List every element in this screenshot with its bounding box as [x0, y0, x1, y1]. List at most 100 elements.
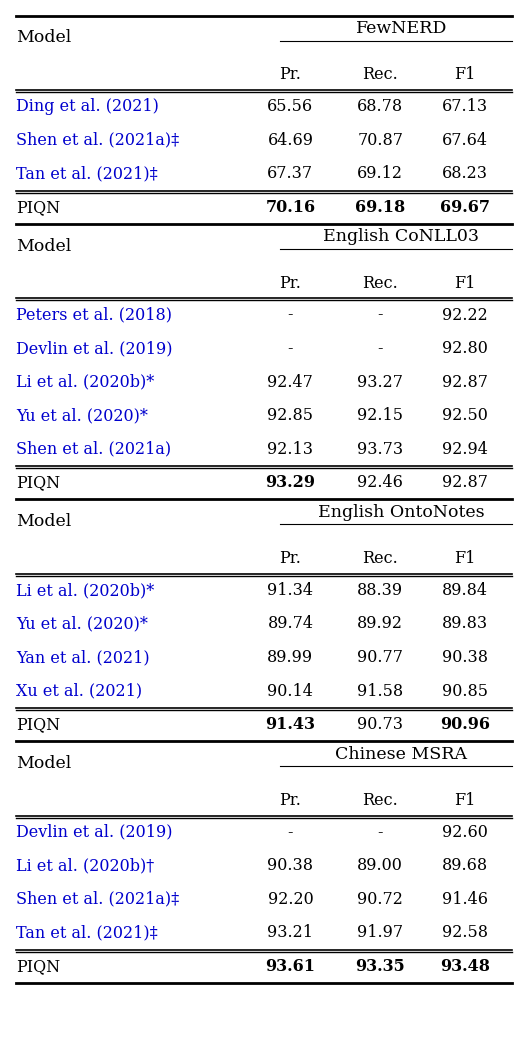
Text: Yan et al. (2021): Yan et al. (2021)	[16, 649, 149, 666]
Text: Ding et al. (2021): Ding et al. (2021)	[16, 99, 159, 116]
Text: 68.23: 68.23	[441, 165, 488, 183]
Text: 89.74: 89.74	[267, 615, 314, 632]
Text: -: -	[378, 340, 383, 357]
Text: 88.39: 88.39	[357, 582, 403, 598]
Text: 90.77: 90.77	[357, 649, 403, 666]
Text: 93.27: 93.27	[357, 374, 403, 391]
Text: PIQN: PIQN	[16, 198, 60, 216]
Text: English OntoNotes: English OntoNotes	[318, 504, 485, 521]
Text: 67.13: 67.13	[441, 99, 488, 116]
Text: 90.73: 90.73	[357, 716, 403, 733]
Text: Tan et al. (2021)‡: Tan et al. (2021)‡	[16, 165, 157, 183]
Text: 89.99: 89.99	[267, 649, 314, 666]
Text: FewNERD: FewNERD	[355, 20, 447, 37]
Text: 92.60: 92.60	[442, 824, 487, 841]
Text: PIQN: PIQN	[16, 716, 60, 733]
Text: Rec.: Rec.	[362, 275, 398, 292]
Text: 90.72: 90.72	[357, 890, 403, 908]
Text: Peters et al. (2018): Peters et al. (2018)	[16, 307, 172, 323]
Text: 89.84: 89.84	[441, 582, 488, 598]
Text: 64.69: 64.69	[267, 131, 314, 149]
Text: 89.68: 89.68	[441, 858, 488, 875]
Text: Yu et al. (2020)*: Yu et al. (2020)*	[16, 407, 148, 424]
Text: -: -	[288, 340, 293, 357]
Text: 68.78: 68.78	[357, 99, 403, 116]
Text: PIQN: PIQN	[16, 958, 60, 974]
Text: 93.29: 93.29	[266, 475, 315, 491]
Text: 90.38: 90.38	[441, 649, 488, 666]
Text: Yu et al. (2020)*: Yu et al. (2020)*	[16, 615, 148, 632]
Text: 92.80: 92.80	[442, 340, 487, 357]
Text: 67.37: 67.37	[267, 165, 314, 183]
Text: 70.87: 70.87	[357, 131, 403, 149]
Text: F1: F1	[454, 550, 475, 567]
Text: 89.00: 89.00	[357, 858, 403, 875]
Text: Model: Model	[16, 237, 71, 254]
Text: F1: F1	[454, 792, 475, 809]
Text: 92.20: 92.20	[268, 890, 313, 908]
Text: 92.46: 92.46	[357, 475, 403, 491]
Text: 89.83: 89.83	[441, 615, 488, 632]
Text: 67.64: 67.64	[441, 131, 488, 149]
Text: 70.16: 70.16	[266, 198, 315, 216]
Text: 93.35: 93.35	[355, 958, 405, 974]
Text: -: -	[378, 824, 383, 841]
Text: -: -	[288, 307, 293, 323]
Text: Shen et al. (2021a)‡: Shen et al. (2021a)‡	[16, 890, 179, 908]
Text: 90.38: 90.38	[267, 858, 314, 875]
Text: Chinese MSRA: Chinese MSRA	[335, 746, 467, 762]
Text: 92.85: 92.85	[267, 407, 314, 424]
Text: F1: F1	[454, 275, 475, 292]
Text: F1: F1	[454, 66, 475, 83]
Text: 90.14: 90.14	[268, 682, 313, 699]
Text: 91.46: 91.46	[441, 890, 488, 908]
Text: 92.87: 92.87	[441, 374, 488, 391]
Text: 91.34: 91.34	[267, 582, 314, 598]
Text: 69.67: 69.67	[440, 198, 489, 216]
Text: 92.50: 92.50	[442, 407, 487, 424]
Text: 91.97: 91.97	[357, 924, 403, 942]
Text: 65.56: 65.56	[267, 99, 314, 116]
Text: 92.47: 92.47	[268, 374, 313, 391]
Text: Pr.: Pr.	[279, 550, 301, 567]
Text: Model: Model	[16, 29, 71, 46]
Text: Li et al. (2020b)†: Li et al. (2020b)†	[16, 858, 154, 875]
Text: Tan et al. (2021)‡: Tan et al. (2021)‡	[16, 924, 157, 942]
Text: 93.48: 93.48	[440, 958, 489, 974]
Text: 92.15: 92.15	[357, 407, 403, 424]
Text: 93.73: 93.73	[357, 441, 403, 458]
Text: 92.22: 92.22	[442, 307, 487, 323]
Text: 93.21: 93.21	[267, 924, 314, 942]
Text: Li et al. (2020b)*: Li et al. (2020b)*	[16, 374, 154, 391]
Text: 69.12: 69.12	[357, 165, 403, 183]
Text: 93.61: 93.61	[266, 958, 315, 974]
Text: 92.13: 92.13	[267, 441, 314, 458]
Text: Rec.: Rec.	[362, 792, 398, 809]
Text: -: -	[288, 824, 293, 841]
Text: 91.43: 91.43	[266, 716, 315, 733]
Text: 91.58: 91.58	[357, 682, 403, 699]
Text: 90.85: 90.85	[441, 682, 488, 699]
Text: 92.58: 92.58	[441, 924, 488, 942]
Text: PIQN: PIQN	[16, 475, 60, 491]
Text: Pr.: Pr.	[279, 275, 301, 292]
Text: Xu et al. (2021): Xu et al. (2021)	[16, 682, 142, 699]
Text: Shen et al. (2021a): Shen et al. (2021a)	[16, 441, 171, 458]
Text: 90.96: 90.96	[440, 716, 489, 733]
Text: English CoNLL03: English CoNLL03	[323, 229, 479, 246]
Text: -: -	[378, 307, 383, 323]
Text: Shen et al. (2021a)‡: Shen et al. (2021a)‡	[16, 131, 179, 149]
Text: Devlin et al. (2019): Devlin et al. (2019)	[16, 340, 172, 357]
Text: Model: Model	[16, 512, 71, 530]
Text: Rec.: Rec.	[362, 66, 398, 83]
Text: Li et al. (2020b)*: Li et al. (2020b)*	[16, 582, 154, 598]
Text: Devlin et al. (2019): Devlin et al. (2019)	[16, 824, 172, 841]
Text: 69.18: 69.18	[355, 198, 406, 216]
Text: Rec.: Rec.	[362, 550, 398, 567]
Text: Model: Model	[16, 755, 71, 772]
Text: Pr.: Pr.	[279, 66, 301, 83]
Text: 92.87: 92.87	[441, 475, 488, 491]
Text: Pr.: Pr.	[279, 792, 301, 809]
Text: 92.94: 92.94	[442, 441, 487, 458]
Text: 89.92: 89.92	[357, 615, 403, 632]
